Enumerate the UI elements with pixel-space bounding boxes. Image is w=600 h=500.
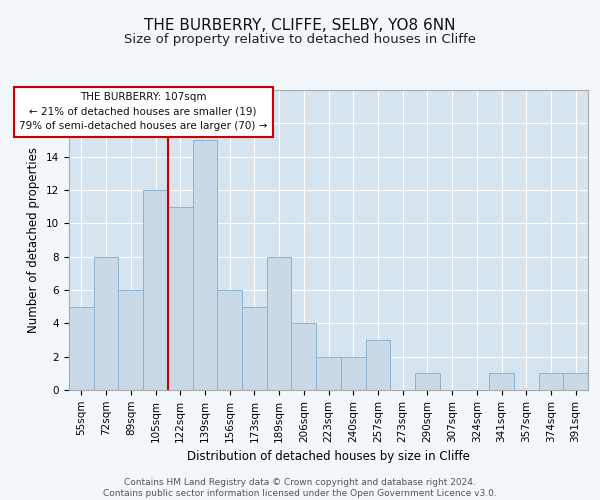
Y-axis label: Number of detached properties: Number of detached properties <box>28 147 40 333</box>
Bar <box>341 356 365 390</box>
Bar <box>365 340 390 390</box>
Bar <box>143 190 168 390</box>
Bar <box>193 140 217 390</box>
X-axis label: Distribution of detached houses by size in Cliffe: Distribution of detached houses by size … <box>187 450 470 463</box>
Bar <box>168 206 193 390</box>
Bar <box>563 374 588 390</box>
Bar <box>316 356 341 390</box>
Bar <box>217 290 242 390</box>
Bar <box>267 256 292 390</box>
Bar <box>242 306 267 390</box>
Text: THE BURBERRY: 107sqm
← 21% of detached houses are smaller (19)
79% of semi-detac: THE BURBERRY: 107sqm ← 21% of detached h… <box>19 92 268 132</box>
Bar <box>415 374 440 390</box>
Bar <box>94 256 118 390</box>
Bar <box>69 306 94 390</box>
Bar <box>292 324 316 390</box>
Bar <box>489 374 514 390</box>
Text: THE BURBERRY, CLIFFE, SELBY, YO8 6NN: THE BURBERRY, CLIFFE, SELBY, YO8 6NN <box>144 18 456 32</box>
Bar <box>118 290 143 390</box>
Text: Size of property relative to detached houses in Cliffe: Size of property relative to detached ho… <box>124 32 476 46</box>
Text: Contains HM Land Registry data © Crown copyright and database right 2024.
Contai: Contains HM Land Registry data © Crown c… <box>103 478 497 498</box>
Bar <box>539 374 563 390</box>
